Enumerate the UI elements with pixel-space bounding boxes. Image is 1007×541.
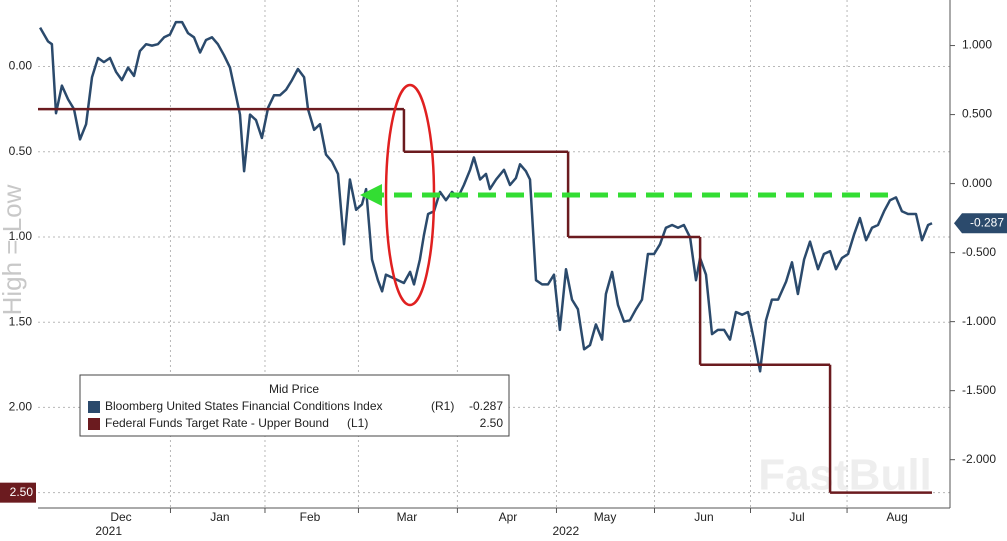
y-tick-label: 1.50 [9,314,33,328]
plot [38,20,933,494]
x-tick-label: Apr [499,510,518,524]
legend-title: Mid Price [269,382,319,396]
y2-tick-label: -1.500 [962,383,996,397]
y-tick-label: 2.00 [9,400,33,414]
x-year-label: 2022 [552,524,579,538]
legend-label: Bloomberg United States Financial Condit… [105,399,383,413]
axes: 0.00 0.50 1.00 1.50 2.00 2.50 1.000 0.500 0.000 -… [0,38,1007,538]
last-value-label: 2.50 [10,485,34,499]
legend-swatch [88,418,100,430]
y2-tick-label: 1.000 [962,38,992,52]
x-tick-label: Mar [397,510,418,524]
x-year-label: 2021 [95,524,122,538]
x-tick-label: Feb [300,510,321,524]
legend-last-value: -0.287 [469,399,503,413]
y2-tick-label: -1.000 [962,314,996,328]
last-value-label: -0.287 [970,215,1004,229]
last-value-tag [0,482,36,503]
x-tick-label: Jul [789,510,804,524]
last-value-tag [954,213,1007,234]
legend-box [79,374,510,437]
y-tick-label: 1.00 [9,229,33,243]
legend-axis-tag: (L1) [347,416,368,430]
legend-axis-tag: (R1) [431,399,454,413]
x-tick-label: May [594,510,617,524]
legend-last-value: 2.50 [480,416,504,430]
y2-tick-label: -2.000 [962,452,996,466]
y2-tick-label: 0.000 [962,176,992,190]
x-tick-label: Jan [210,510,229,524]
x-tick-label: Jun [694,510,713,524]
y-tick-label: 0.00 [9,59,33,73]
x-tick-label: Aug [886,510,907,524]
y2-tick-label: -0.500 [962,245,996,259]
x-tick-label: Dec [110,510,131,524]
series-line [39,20,933,373]
y-tick-label: 0.50 [9,144,33,158]
legend: Mid Price Bloomberg United States Financ… [79,374,510,437]
y2-tick-label: 0.500 [962,107,992,121]
side-label: High = Low [0,184,27,315]
legend-label: Federal Funds Target Rate - Upper Bound [105,416,329,430]
legend-swatch [88,401,100,413]
arrow-head [360,184,382,206]
